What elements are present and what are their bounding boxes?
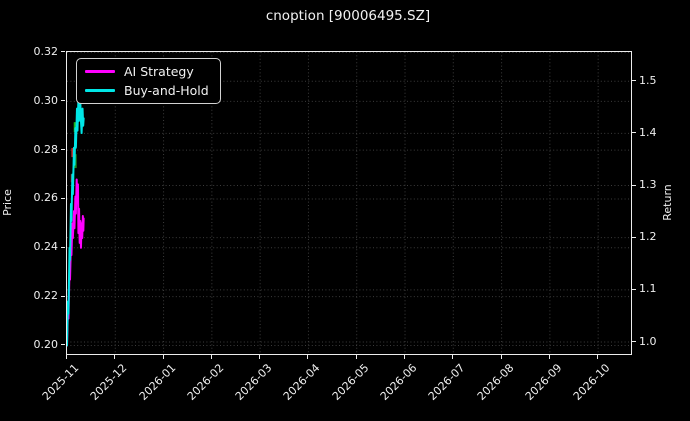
x-tickmark	[114, 355, 116, 359]
return-tickmark	[632, 80, 636, 82]
return-tickmark	[632, 132, 636, 134]
x-tick-label: 2026-04	[281, 361, 323, 403]
x-tickmark	[210, 355, 212, 359]
price-tick-label: 0.32	[33, 44, 59, 58]
series-line-buy-and-hold	[67, 86, 85, 347]
x-tickmark	[66, 355, 67, 359]
x-tick-label: 2026-10	[570, 361, 613, 403]
price-tick-label: 0.24	[33, 240, 59, 254]
price-tick-label: 0.30	[33, 93, 59, 107]
x-tickmark	[452, 355, 454, 359]
x-tickmark	[548, 355, 550, 359]
price-tickmark	[61, 197, 65, 199]
return-tick-label: 1.0	[639, 334, 657, 348]
return-tick-label: 1.4	[639, 125, 657, 139]
x-tickmark	[162, 355, 164, 359]
x-tickmark	[355, 355, 357, 359]
return-tick-label: 1.1	[639, 282, 657, 296]
legend-label: Buy-and-Hold	[124, 83, 209, 98]
return-tick-label: 1.2	[639, 230, 657, 244]
legend-label: AI Strategy	[124, 64, 194, 79]
x-tick-label: 2026-01	[136, 361, 179, 403]
x-tick-label: 2026-02	[184, 361, 227, 403]
x-tickmark	[500, 355, 502, 359]
chart-title: cnoption [90006495.SZ]	[265, 8, 431, 24]
price-tickmark	[61, 51, 65, 53]
x-tick-label: 2026-09	[522, 361, 565, 403]
price-tick-label: 0.22	[33, 289, 59, 303]
price-tickmark	[61, 149, 65, 151]
series-line-ai-strategy	[67, 178, 85, 347]
return-tickmark	[632, 184, 636, 186]
price-tickmark	[61, 344, 65, 346]
x-tickmark	[404, 355, 405, 359]
legend-item-buy-and-hold: Buy-and-Hold	[85, 83, 209, 98]
x-tick-label: 2025-11	[39, 361, 82, 403]
price-tick-label: 0.28	[33, 142, 59, 156]
buy-and-hold-line-swatch	[85, 88, 115, 93]
price-tickmark	[61, 100, 65, 102]
price-tick-label: 0.20	[33, 337, 59, 351]
price-tick-label: 0.26	[33, 191, 59, 205]
price-tickmark	[61, 295, 65, 297]
return-tick-label: 1.3	[639, 178, 657, 192]
x-tick-label: 2026-03	[232, 361, 275, 403]
return-tick-label: 1.5	[639, 73, 657, 87]
x-tick-label: 2026-07	[426, 361, 468, 403]
x-tickmark	[307, 355, 309, 359]
x-tickmark	[259, 355, 261, 359]
legend: AI Strategy Buy-and-Hold	[76, 58, 221, 104]
ai-strategy-line-swatch	[85, 69, 115, 74]
price-tickmark	[61, 246, 65, 248]
plot-canvas	[67, 52, 631, 354]
candle-fragment	[71, 148, 74, 158]
x-tick-label: 2025-12	[88, 361, 130, 403]
return-tickmark	[632, 236, 636, 238]
x-tick-label: 2026-05	[329, 361, 372, 403]
candle-fragment	[73, 122, 77, 133]
x-tickmark	[597, 355, 599, 359]
x-tick-label: 2026-08	[474, 361, 517, 403]
x-tick-label: 2026-06	[377, 361, 420, 403]
left-axis-label: Price	[0, 189, 14, 216]
return-tickmark	[632, 288, 636, 290]
return-tickmark	[632, 341, 636, 342]
legend-item-ai-strategy: AI Strategy	[85, 64, 209, 79]
